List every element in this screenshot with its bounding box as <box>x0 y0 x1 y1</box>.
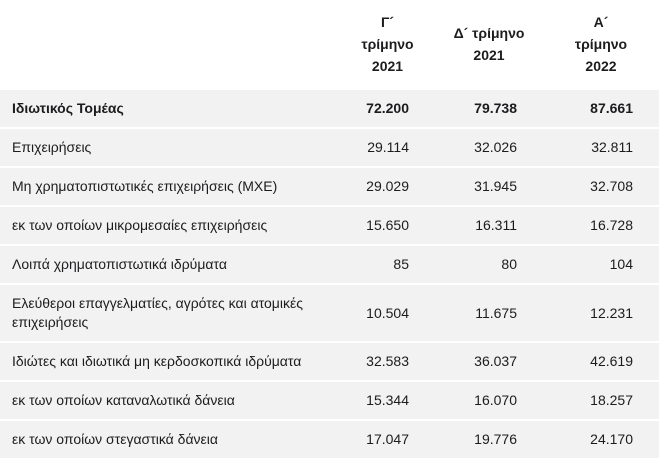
cell-value: 12.231 <box>543 284 659 343</box>
table-row-non-financial-corps: Μη χρηματοπιστωτικές επιχειρήσεις (ΜΧΕ) … <box>0 167 659 207</box>
header-col-q3-2021: Γ´ τρίμηνο 2021 <box>340 0 435 90</box>
table-row-other-financial-institutions: Λοιπά χρηματοπιστωτικά ιδρύματα 85 80 10… <box>0 245 659 285</box>
header-col-q4-2021: Δ´ τρίμηνο 2021 <box>435 0 543 90</box>
row-label: Μη χρηματοπιστωτικές επιχειρήσεις (ΜΧΕ) <box>0 167 340 207</box>
cell-value: 32.708 <box>543 167 659 207</box>
header-row: Γ´ τρίμηνο 2021 Δ´ τρίμηνο 2021 Α´ τρίμη… <box>0 0 659 90</box>
table-row-smes: εκ των οποίων μικρομεσαίες επιχειρήσεις … <box>0 206 659 246</box>
row-label: Επιχειρήσεις <box>0 128 340 168</box>
cell-value: 85 <box>340 245 435 285</box>
table-row-housing-loans: εκ των οποίων στεγαστικά δάνεια 17.047 1… <box>0 420 659 459</box>
row-label: εκ των οποίων καταναλωτικά δάνεια <box>0 381 340 421</box>
cell-value: 15.344 <box>340 381 435 421</box>
cell-value: 104 <box>543 245 659 285</box>
cell-value: 16.070 <box>435 381 543 421</box>
cell-value: 18.257 <box>543 381 659 421</box>
row-label: εκ των οποίων μικρομεσαίες επιχειρήσεις <box>0 206 340 246</box>
cell-value: 32.811 <box>543 128 659 168</box>
cell-value: 10.504 <box>340 284 435 343</box>
header-col-q1-2022: Α´ τρίμηνο 2022 <box>543 0 659 90</box>
row-label: εκ των οποίων στεγαστικά δάνεια <box>0 420 340 459</box>
cell-value: 32.026 <box>435 128 543 168</box>
cell-value: 19.776 <box>435 420 543 459</box>
cell-value: 29.114 <box>340 128 435 168</box>
cell-value: 79.738 <box>435 89 543 129</box>
cell-value: 29.029 <box>340 167 435 207</box>
cell-value: 72.200 <box>340 89 435 129</box>
cell-value: 42.619 <box>543 342 659 382</box>
table-row-freelancers-farmers: Ελεύθεροι επαγγελματίες, αγρότες και ατο… <box>0 284 659 343</box>
cell-value: 11.675 <box>435 284 543 343</box>
cell-value: 24.170 <box>543 420 659 459</box>
table-row-private-sector: Ιδιωτικός Τομέας 72.200 79.738 87.661 <box>0 89 659 129</box>
cell-value: 15.650 <box>340 206 435 246</box>
cell-value: 32.583 <box>340 342 435 382</box>
cell-value: 16.728 <box>543 206 659 246</box>
cell-value: 16.311 <box>435 206 543 246</box>
cell-value: 80 <box>435 245 543 285</box>
row-label: Ελεύθεροι επαγγελματίες, αγρότες και ατο… <box>0 284 340 343</box>
table-row-businesses: Επιχειρήσεις 29.114 32.026 32.811 <box>0 128 659 168</box>
row-label: Ιδιώτες και ιδιωτικά μη κερδοσκοπικά ιδρ… <box>0 342 340 382</box>
cell-value: 17.047 <box>340 420 435 459</box>
cell-value: 36.037 <box>435 342 543 382</box>
table-row-individuals-npis: Ιδιώτες και ιδιωτικά μη κερδοσκοπικά ιδρ… <box>0 342 659 382</box>
table-row-consumer-loans: εκ των οποίων καταναλωτικά δάνεια 15.344… <box>0 381 659 421</box>
cell-value: 31.945 <box>435 167 543 207</box>
row-label: Λοιπά χρηματοπιστωτικά ιδρύματα <box>0 245 340 285</box>
cell-value: 87.661 <box>543 89 659 129</box>
row-label: Ιδιωτικός Τομέας <box>0 89 340 129</box>
header-empty-cell <box>0 0 340 90</box>
